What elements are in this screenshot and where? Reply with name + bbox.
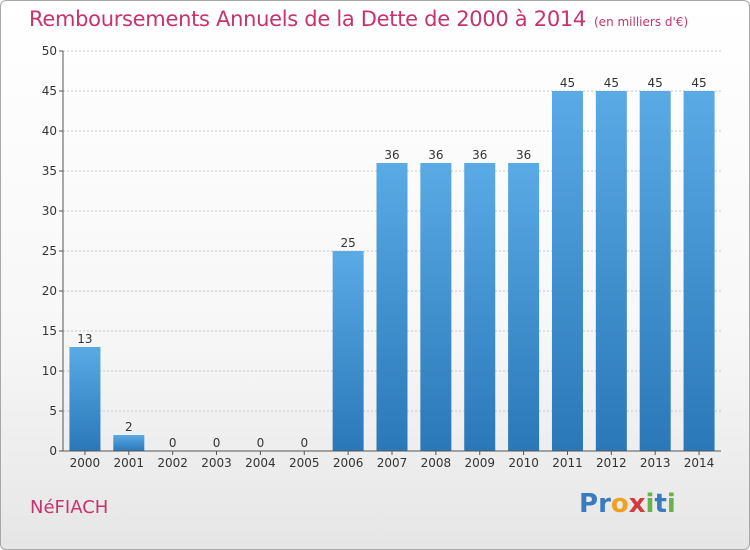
commune-name: NéFIACH — [30, 497, 109, 518]
x-tick-label-2001: 2001 — [114, 456, 145, 470]
chart-title-text: Remboursements Annuels de la Dette de 20… — [29, 7, 586, 31]
bar-2014 — [683, 91, 715, 451]
bar-2008 — [420, 163, 452, 451]
y-tick-label: 5 — [49, 404, 57, 418]
x-tick-label-2005: 2005 — [289, 456, 320, 470]
data-label-2002: 0 — [169, 436, 177, 450]
data-label-2004: 0 — [257, 436, 265, 450]
data-label-2001: 2 — [125, 420, 133, 434]
proxiti-logo: Proxiti — [579, 489, 676, 519]
x-tick-label-2002: 2002 — [157, 456, 188, 470]
labels-layer: 13 2 0 0 0 0 25 36 36 36 36 45 45 45 45 — [77, 76, 706, 450]
y-tick-label: 35 — [42, 164, 57, 178]
logo-letter: i — [645, 489, 655, 519]
bar-2006 — [332, 251, 364, 451]
x-tick-label-2012: 2012 — [596, 456, 627, 470]
data-label-2000: 13 — [77, 332, 92, 346]
x-tick-label-2008: 2008 — [421, 456, 452, 470]
data-label-2013: 45 — [648, 76, 663, 90]
bar-2009 — [464, 163, 496, 451]
data-label-2012: 45 — [604, 76, 619, 90]
y-tick-label: 15 — [42, 324, 57, 338]
x-tick-label-2011: 2011 — [552, 456, 583, 470]
y-tick-label: 0 — [49, 444, 57, 458]
bar-2013 — [639, 91, 671, 451]
bar-2010 — [508, 163, 540, 451]
bar-2001 — [113, 435, 145, 451]
data-label-2011: 45 — [560, 76, 575, 90]
y-tick-label: 25 — [42, 244, 57, 258]
data-label-2008: 36 — [428, 148, 443, 162]
logo-letter: o — [610, 489, 629, 519]
y-tick-label: 20 — [42, 284, 57, 298]
bars-layer — [69, 91, 715, 451]
x-tick-label-2014: 2014 — [684, 456, 715, 470]
bar-2007 — [376, 163, 408, 451]
data-label-2007: 36 — [384, 148, 399, 162]
data-label-2010: 36 — [516, 148, 531, 162]
x-tick-label-2004: 2004 — [245, 456, 276, 470]
bar-2011 — [551, 91, 583, 451]
x-tick-label-2009: 2009 — [464, 456, 495, 470]
data-label-2006: 25 — [340, 236, 355, 250]
y-tick-label: 40 — [42, 124, 57, 138]
logo-letter: P — [579, 489, 599, 519]
data-label-2003: 0 — [213, 436, 221, 450]
y-tick-label: 30 — [42, 204, 57, 218]
chart-unit: (en milliers d'€) — [594, 15, 689, 29]
logo-letter: t — [654, 489, 667, 519]
chart-title: Remboursements Annuels de la Dette de 20… — [29, 7, 688, 31]
logo-letter: r — [598, 489, 611, 519]
data-label-2005: 0 — [300, 436, 308, 450]
x-tick-label-2007: 2007 — [377, 456, 408, 470]
x-tick-label-2000: 2000 — [70, 456, 101, 470]
bar-2012 — [595, 91, 627, 451]
logo-letter: x — [628, 489, 646, 519]
x-tick-label-2006: 2006 — [333, 456, 364, 470]
x-tick-label-2010: 2010 — [508, 456, 539, 470]
data-label-2009: 36 — [472, 148, 487, 162]
bar-2000 — [69, 347, 101, 451]
data-label-2014: 45 — [691, 76, 706, 90]
y-tick-label: 50 — [42, 44, 57, 58]
x-tick-label-2003: 2003 — [201, 456, 232, 470]
logo-letter: i — [666, 489, 676, 519]
y-tick-label: 10 — [42, 364, 57, 378]
x-tick-label-2013: 2013 — [640, 456, 671, 470]
y-tick-label: 45 — [42, 84, 57, 98]
